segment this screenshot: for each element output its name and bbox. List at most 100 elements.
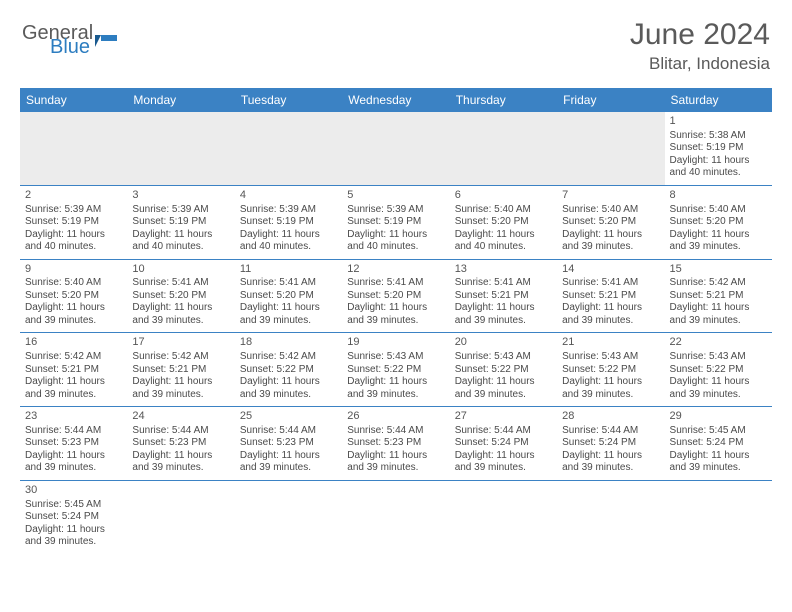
blank-cell (450, 112, 557, 185)
day-cell: 17Sunrise: 5:42 AMSunset: 5:21 PMDayligh… (127, 333, 234, 407)
daylight2-label: and 40 minutes. (347, 241, 444, 254)
daylight1-label: Daylight: 11 hours (670, 450, 767, 463)
blank-cell (235, 112, 342, 185)
day-header: Thursday (450, 88, 557, 112)
daylight1-label: Daylight: 11 hours (670, 302, 767, 315)
sunrise-label: Sunrise: 5:38 AM (670, 130, 767, 143)
daylight1-label: Daylight: 11 hours (455, 302, 552, 315)
day-number: 10 (132, 263, 229, 277)
week-row: 16Sunrise: 5:42 AMSunset: 5:21 PMDayligh… (20, 333, 772, 407)
blank-cell (665, 480, 772, 553)
sunset-label: Sunset: 5:23 PM (132, 437, 229, 450)
blank-cell (235, 480, 342, 553)
day-cell: 16Sunrise: 5:42 AMSunset: 5:21 PMDayligh… (20, 333, 127, 407)
day-header: Sunday (20, 88, 127, 112)
sunrise-label: Sunrise: 5:40 AM (25, 277, 122, 290)
daylight2-label: and 39 minutes. (25, 389, 122, 402)
sunset-label: Sunset: 5:19 PM (132, 216, 229, 229)
day-cell: 2Sunrise: 5:39 AMSunset: 5:19 PMDaylight… (20, 185, 127, 259)
sunset-label: Sunset: 5:19 PM (347, 216, 444, 229)
daylight2-label: and 39 minutes. (132, 389, 229, 402)
sunset-label: Sunset: 5:23 PM (240, 437, 337, 450)
daylight1-label: Daylight: 11 hours (132, 302, 229, 315)
daylight2-label: and 39 minutes. (562, 315, 659, 328)
daylight2-label: and 39 minutes. (25, 536, 122, 549)
day-number: 22 (670, 336, 767, 350)
daylight1-label: Daylight: 11 hours (132, 450, 229, 463)
day-number: 18 (240, 336, 337, 350)
sunrise-label: Sunrise: 5:41 AM (132, 277, 229, 290)
sunrise-label: Sunrise: 5:43 AM (670, 351, 767, 364)
logo: General Blue (22, 24, 117, 56)
daylight2-label: and 39 minutes. (562, 389, 659, 402)
sunrise-label: Sunrise: 5:44 AM (132, 425, 229, 438)
day-cell: 20Sunrise: 5:43 AMSunset: 5:22 PMDayligh… (450, 333, 557, 407)
sunrise-label: Sunrise: 5:41 AM (347, 277, 444, 290)
daylight1-label: Daylight: 11 hours (455, 229, 552, 242)
daylight2-label: and 40 minutes. (132, 241, 229, 254)
blank-cell (557, 480, 664, 553)
day-cell: 4Sunrise: 5:39 AMSunset: 5:19 PMDaylight… (235, 185, 342, 259)
daylight2-label: and 39 minutes. (240, 315, 337, 328)
day-cell: 10Sunrise: 5:41 AMSunset: 5:20 PMDayligh… (127, 259, 234, 333)
day-number: 2 (25, 189, 122, 203)
sunset-label: Sunset: 5:21 PM (562, 290, 659, 303)
daylight2-label: and 40 minutes. (25, 241, 122, 254)
calendar-table: SundayMondayTuesdayWednesdayThursdayFrid… (20, 88, 772, 554)
sunset-label: Sunset: 5:24 PM (670, 437, 767, 450)
sunrise-label: Sunrise: 5:41 AM (455, 277, 552, 290)
sunset-label: Sunset: 5:24 PM (562, 437, 659, 450)
daylight1-label: Daylight: 11 hours (670, 155, 767, 168)
daylight1-label: Daylight: 11 hours (25, 302, 122, 315)
sunset-label: Sunset: 5:20 PM (132, 290, 229, 303)
daylight1-label: Daylight: 11 hours (240, 376, 337, 389)
blank-cell (127, 112, 234, 185)
daylight2-label: and 39 minutes. (240, 389, 337, 402)
daylight1-label: Daylight: 11 hours (25, 229, 122, 242)
daylight2-label: and 39 minutes. (240, 462, 337, 475)
day-cell: 22Sunrise: 5:43 AMSunset: 5:22 PMDayligh… (665, 333, 772, 407)
day-number: 30 (25, 484, 122, 498)
blank-cell (557, 112, 664, 185)
sunrise-label: Sunrise: 5:39 AM (132, 204, 229, 217)
daylight1-label: Daylight: 11 hours (670, 229, 767, 242)
sunset-label: Sunset: 5:21 PM (670, 290, 767, 303)
day-number: 28 (562, 410, 659, 424)
day-cell: 27Sunrise: 5:44 AMSunset: 5:24 PMDayligh… (450, 407, 557, 481)
daylight2-label: and 40 minutes. (240, 241, 337, 254)
day-header: Tuesday (235, 88, 342, 112)
sunrise-label: Sunrise: 5:44 AM (25, 425, 122, 438)
daylight1-label: Daylight: 11 hours (347, 229, 444, 242)
daylight2-label: and 39 minutes. (347, 315, 444, 328)
sunset-label: Sunset: 5:20 PM (347, 290, 444, 303)
week-row: 1Sunrise: 5:38 AMSunset: 5:19 PMDaylight… (20, 112, 772, 185)
sunset-label: Sunset: 5:21 PM (132, 364, 229, 377)
day-number: 1 (670, 115, 767, 129)
day-cell: 1Sunrise: 5:38 AMSunset: 5:19 PMDaylight… (665, 112, 772, 185)
sunset-label: Sunset: 5:20 PM (670, 216, 767, 229)
day-number: 3 (132, 189, 229, 203)
day-cell: 3Sunrise: 5:39 AMSunset: 5:19 PMDaylight… (127, 185, 234, 259)
sunrise-label: Sunrise: 5:42 AM (670, 277, 767, 290)
daylight2-label: and 39 minutes. (670, 389, 767, 402)
sunrise-label: Sunrise: 5:39 AM (347, 204, 444, 217)
sunrise-label: Sunrise: 5:40 AM (562, 204, 659, 217)
daylight1-label: Daylight: 11 hours (25, 450, 122, 463)
day-cell: 15Sunrise: 5:42 AMSunset: 5:21 PMDayligh… (665, 259, 772, 333)
day-number: 29 (670, 410, 767, 424)
daylight1-label: Daylight: 11 hours (670, 376, 767, 389)
sunset-label: Sunset: 5:19 PM (670, 142, 767, 155)
sunset-label: Sunset: 5:20 PM (240, 290, 337, 303)
blank-cell (20, 112, 127, 185)
day-number: 14 (562, 263, 659, 277)
day-cell: 24Sunrise: 5:44 AMSunset: 5:23 PMDayligh… (127, 407, 234, 481)
sunset-label: Sunset: 5:20 PM (455, 216, 552, 229)
sunrise-label: Sunrise: 5:42 AM (132, 351, 229, 364)
day-cell: 19Sunrise: 5:43 AMSunset: 5:22 PMDayligh… (342, 333, 449, 407)
sunrise-label: Sunrise: 5:39 AM (25, 204, 122, 217)
day-number: 15 (670, 263, 767, 277)
daylight1-label: Daylight: 11 hours (240, 302, 337, 315)
day-cell: 8Sunrise: 5:40 AMSunset: 5:20 PMDaylight… (665, 185, 772, 259)
sunrise-label: Sunrise: 5:45 AM (670, 425, 767, 438)
day-number: 5 (347, 189, 444, 203)
